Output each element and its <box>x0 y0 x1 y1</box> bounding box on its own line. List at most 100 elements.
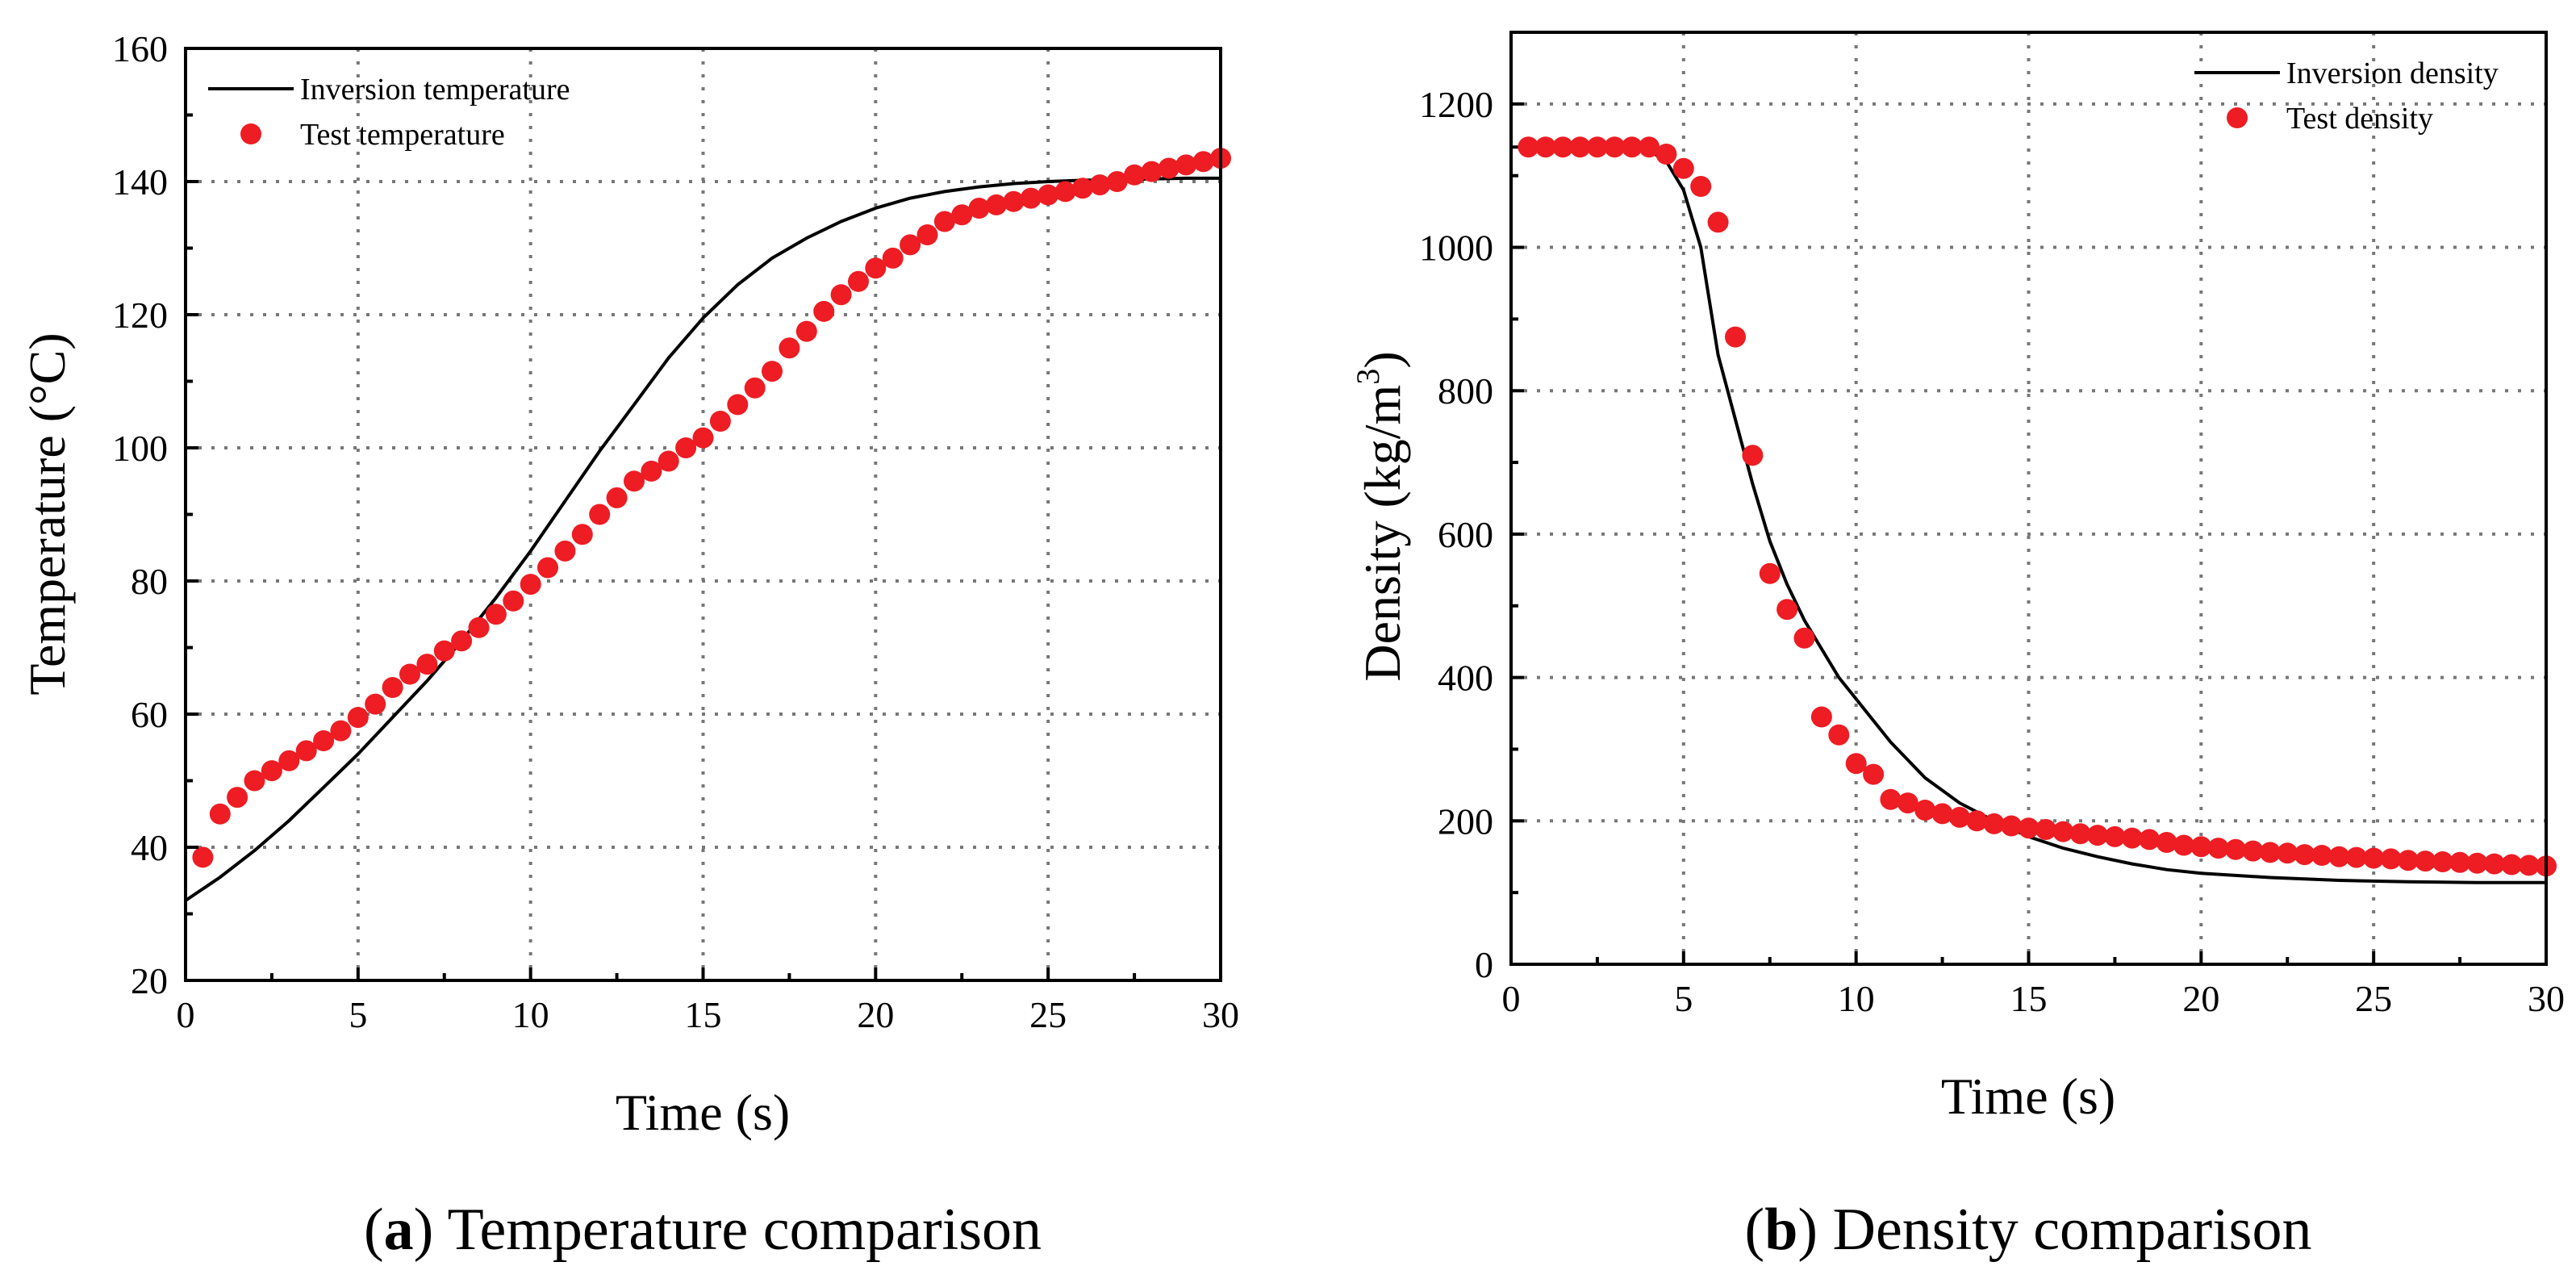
caption-text: Temperature comparison <box>447 1197 1042 1263</box>
data-point <box>2294 844 2315 866</box>
data-point <box>433 640 455 662</box>
data-point <box>692 427 714 449</box>
y-axis-title: Temperature (°C) <box>19 332 76 695</box>
data-point <box>2259 842 2281 863</box>
data-point <box>1621 136 1643 158</box>
data-point <box>313 730 335 751</box>
data-point <box>795 320 817 342</box>
x-tick-label: 10 <box>1838 978 1875 1019</box>
data-point <box>192 846 214 868</box>
legend-dot-swatch <box>240 123 261 144</box>
data-point <box>968 198 990 219</box>
data-point <box>1586 136 1608 158</box>
caption-letter: b <box>1764 1197 1797 1263</box>
legend-label-inversion-temperature: Inversion temperature <box>300 73 570 107</box>
data-point <box>1966 810 1988 832</box>
data-point <box>916 224 938 245</box>
data-point <box>2087 825 2108 846</box>
data-point <box>2156 832 2177 853</box>
data-point <box>2018 817 2040 839</box>
data-point <box>2242 840 2264 862</box>
data-point <box>1690 176 1712 197</box>
data-point <box>848 270 869 292</box>
data-point <box>227 787 248 809</box>
data-point <box>1672 157 1694 179</box>
data-point <box>762 361 783 382</box>
temperature-chart: 0 5 10 15 20 25 30 20 40 60 80 100 120 140 160 Time (… <box>19 28 1239 1263</box>
data-point <box>1742 445 1764 466</box>
data-point <box>1931 803 1953 825</box>
y-tick-label: 140 <box>112 161 168 203</box>
x-tick-label: 5 <box>1674 978 1693 1019</box>
axis-ticks <box>1509 102 2548 966</box>
caption-letter: a <box>384 1197 414 1263</box>
data-point <box>1983 813 2005 834</box>
x-tick-label: 15 <box>685 994 722 1035</box>
axis-ticks <box>184 47 1222 982</box>
data-point <box>830 284 852 306</box>
data-point <box>1534 136 1556 158</box>
y-tick-labels: 0 200 400 600 800 1000 1200 <box>1419 84 1493 985</box>
data-point <box>1106 171 1128 192</box>
y-tick-label: 60 <box>131 694 168 735</box>
x-tick-label: 25 <box>2355 978 2392 1019</box>
x-tick-label: 10 <box>512 994 549 1035</box>
caption-b: (b) Density comparison <box>1745 1197 2312 1263</box>
data-point <box>1089 174 1111 196</box>
y-tick-label: 100 <box>112 428 168 469</box>
data-point <box>986 194 1007 215</box>
data-point <box>2397 850 2419 871</box>
data-point <box>1071 178 1093 199</box>
y-tick-label: 800 <box>1438 370 1493 412</box>
data-point <box>2104 825 2126 847</box>
x-tick-label: 30 <box>2528 978 2565 1019</box>
y-tick-label: 160 <box>112 28 168 69</box>
x-tick-label: 0 <box>1502 978 1521 1019</box>
data-point <box>451 630 473 652</box>
data-point <box>2518 855 2540 876</box>
x-tick-labels: 0 5 10 15 20 25 30 <box>177 994 1240 1035</box>
data-point <box>1776 599 1798 621</box>
data-point <box>933 211 955 232</box>
data-point <box>1054 181 1076 203</box>
data-point <box>554 540 576 562</box>
y-tick-label: 1200 <box>1419 84 1493 125</box>
y-axis-title: Density (kg/m3) <box>1350 351 1411 681</box>
x-tick-label: 15 <box>2010 978 2048 1019</box>
data-point <box>1863 763 1885 785</box>
y-tick-label: 600 <box>1438 514 1493 555</box>
data-point <box>382 677 403 698</box>
y-tick-label: 80 <box>131 561 168 602</box>
data-point <box>2225 838 2247 860</box>
data-point <box>1707 211 1729 233</box>
data-point <box>2311 845 2332 866</box>
data-point <box>709 411 731 432</box>
test-density-points <box>1518 136 2557 877</box>
data-point <box>278 750 300 771</box>
data-point <box>2345 846 2367 868</box>
data-point <box>2277 842 2298 864</box>
data-point <box>571 524 593 545</box>
data-point <box>2415 850 2436 872</box>
data-point <box>347 707 369 729</box>
data-point <box>2207 838 2229 859</box>
data-point <box>2483 853 2505 875</box>
data-point <box>1552 136 1574 158</box>
data-point <box>1569 136 1591 158</box>
legend: Inversion temperature Test temperature <box>208 73 570 152</box>
y-tick-labels: 20 40 60 80 100 120 140 160 <box>112 28 168 1001</box>
data-point <box>330 720 352 742</box>
data-point <box>813 300 835 322</box>
data-point <box>1810 706 1832 728</box>
y-tick-label: 20 <box>131 960 168 1001</box>
data-point <box>865 257 887 279</box>
data-point <box>2501 854 2523 876</box>
data-point <box>295 740 317 762</box>
data-point <box>1639 136 1660 158</box>
data-point <box>1793 627 1815 649</box>
data-point <box>641 460 662 482</box>
data-point <box>1949 806 1970 828</box>
data-point <box>779 337 800 359</box>
data-point <box>2139 829 2161 850</box>
data-point <box>468 616 490 638</box>
